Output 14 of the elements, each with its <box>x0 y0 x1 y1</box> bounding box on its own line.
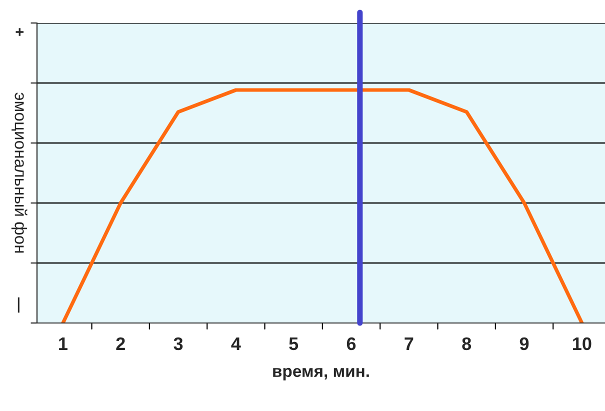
x-axis-title: время, мин. <box>273 368 369 380</box>
x-tick-label: 2 <box>116 337 125 350</box>
x-tick-label: 1 <box>59 338 68 350</box>
x-tick-label: 9 <box>520 337 529 350</box>
text: + <box>16 28 24 36</box>
x-tick-label: 4 <box>231 338 241 350</box>
x-tick-label: 6 <box>346 337 356 350</box>
x-tick-label: 3 <box>174 337 183 350</box>
y-axis-title: эмоциональный фон <box>11 92 28 253</box>
text: — <box>18 297 20 313</box>
x-tick-label: 10 <box>573 337 592 350</box>
x-tick-label: 7 <box>404 338 414 350</box>
x-tick-label: 8 <box>462 337 472 350</box>
x-tick-label: 5 <box>289 338 298 350</box>
